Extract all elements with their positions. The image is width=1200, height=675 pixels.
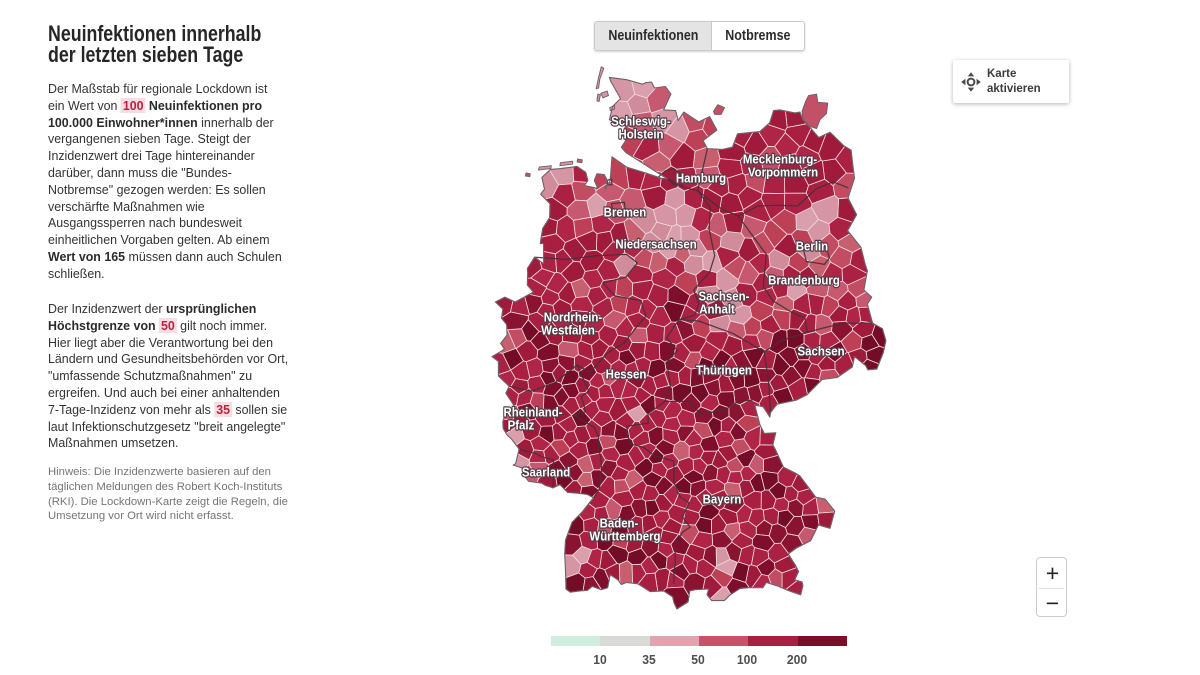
svg-text:Pfalz: Pfalz [508,418,535,433]
svg-text:Nordrhein-: Nordrhein- [544,310,602,325]
svg-text:Bayern: Bayern [703,492,742,507]
svg-text:Rheinland-: Rheinland- [503,405,562,420]
svg-text:Anhalt: Anhalt [699,302,735,317]
svg-text:Bremen: Bremen [604,205,647,220]
svg-text:Brandenburg: Brandenburg [768,273,840,288]
svg-text:Thüringen: Thüringen [696,363,752,378]
svg-text:Holstein: Holstein [618,127,663,142]
svg-text:Westfalen: Westfalen [541,323,595,338]
svg-text:Sachsen-: Sachsen- [699,289,750,304]
svg-text:Niedersachsen: Niedersachsen [615,237,696,252]
svg-text:Württemberg: Württemberg [589,529,660,544]
svg-text:Mecklenburg-: Mecklenburg- [743,152,817,167]
svg-text:Hessen: Hessen [606,367,647,382]
svg-text:Hamburg: Hamburg [676,171,726,186]
svg-text:Baden-: Baden- [600,516,639,531]
svg-text:Berlin: Berlin [796,239,828,254]
svg-text:Saarland: Saarland [522,465,570,480]
svg-text:Sachsen: Sachsen [798,344,845,359]
svg-text:Schleswig-: Schleswig- [611,114,671,129]
svg-text:Vorpommern: Vorpommern [748,165,818,180]
